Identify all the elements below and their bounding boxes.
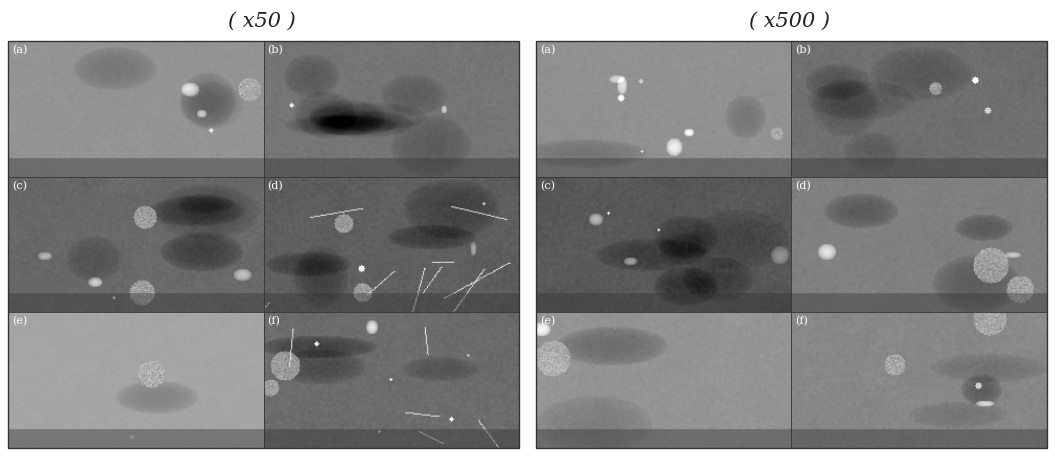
- Text: (f): (f): [795, 316, 808, 327]
- Text: (a): (a): [540, 45, 555, 55]
- Text: (b): (b): [268, 45, 284, 55]
- Text: (e): (e): [13, 316, 27, 327]
- Text: (d): (d): [268, 181, 284, 191]
- Text: (f): (f): [268, 316, 281, 327]
- Text: (a): (a): [13, 45, 27, 55]
- Text: (d): (d): [795, 181, 811, 191]
- Text: ( x500 ): ( x500 ): [749, 11, 829, 31]
- Text: (b): (b): [795, 45, 811, 55]
- Text: (c): (c): [540, 181, 555, 191]
- Text: (c): (c): [13, 181, 27, 191]
- Text: ( x50 ): ( x50 ): [228, 11, 295, 31]
- Text: (e): (e): [540, 316, 555, 327]
